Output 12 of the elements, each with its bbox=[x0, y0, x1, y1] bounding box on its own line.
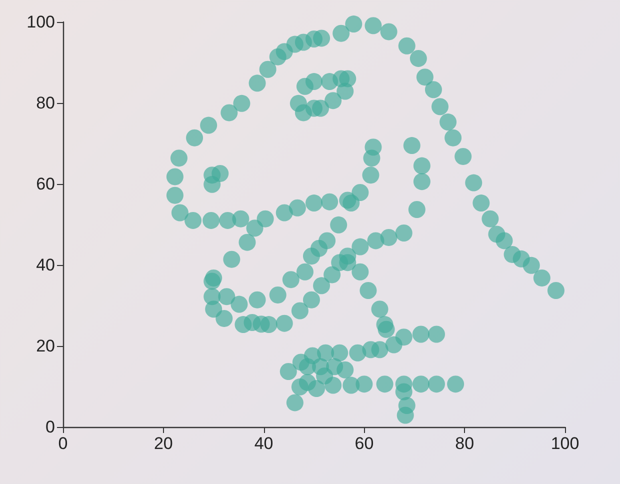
x-tick-label: 60 bbox=[354, 434, 374, 453]
y-tick-label: 80 bbox=[36, 94, 55, 112]
y-tick-label: 0 bbox=[46, 418, 55, 436]
y-tick-label: 100 bbox=[26, 12, 55, 32]
x-tick-label: 40 bbox=[254, 434, 274, 453]
x-tick-label: 0 bbox=[58, 434, 68, 453]
x-tick-label: 100 bbox=[550, 434, 580, 453]
y-tick-label: 60 bbox=[36, 174, 55, 194]
x-tick-label: 80 bbox=[455, 434, 474, 453]
y-tick-label: 40 bbox=[36, 256, 55, 274]
x-tick-label: 20 bbox=[154, 434, 173, 453]
y-tick-label: 20 bbox=[36, 336, 55, 356]
